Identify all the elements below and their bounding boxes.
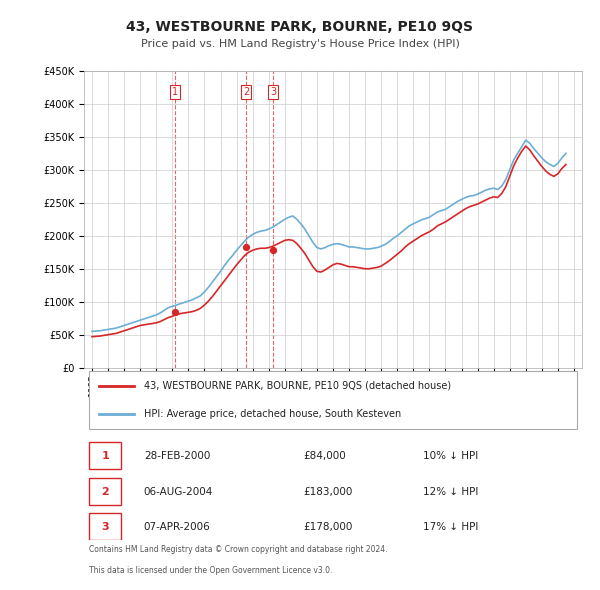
Text: 1: 1 bbox=[101, 451, 109, 461]
Text: 06-AUG-2004: 06-AUG-2004 bbox=[144, 487, 213, 497]
FancyBboxPatch shape bbox=[89, 442, 121, 469]
Text: This data is licensed under the Open Government Licence v3.0.: This data is licensed under the Open Gov… bbox=[89, 566, 332, 575]
FancyBboxPatch shape bbox=[89, 478, 121, 505]
Text: 2: 2 bbox=[101, 487, 109, 497]
Text: 07-APR-2006: 07-APR-2006 bbox=[144, 523, 211, 532]
Text: 28-FEB-2000: 28-FEB-2000 bbox=[144, 451, 210, 461]
Text: 17% ↓ HPI: 17% ↓ HPI bbox=[422, 523, 478, 532]
Text: 43, WESTBOURNE PARK, BOURNE, PE10 9QS: 43, WESTBOURNE PARK, BOURNE, PE10 9QS bbox=[127, 19, 473, 34]
FancyBboxPatch shape bbox=[89, 513, 121, 540]
Text: 12% ↓ HPI: 12% ↓ HPI bbox=[422, 487, 478, 497]
Text: £183,000: £183,000 bbox=[303, 487, 352, 497]
Text: 1: 1 bbox=[172, 87, 178, 97]
Point bbox=[170, 307, 180, 317]
Text: 43, WESTBOURNE PARK, BOURNE, PE10 9QS (detached house): 43, WESTBOURNE PARK, BOURNE, PE10 9QS (d… bbox=[144, 381, 451, 391]
FancyBboxPatch shape bbox=[89, 371, 577, 429]
Text: 2: 2 bbox=[243, 87, 250, 97]
Text: 3: 3 bbox=[101, 523, 109, 532]
Text: Contains HM Land Registry data © Crown copyright and database right 2024.: Contains HM Land Registry data © Crown c… bbox=[89, 545, 388, 555]
Text: 10% ↓ HPI: 10% ↓ HPI bbox=[422, 451, 478, 461]
Point bbox=[241, 242, 251, 252]
Text: HPI: Average price, detached house, South Kesteven: HPI: Average price, detached house, Sout… bbox=[144, 409, 401, 419]
Text: Price paid vs. HM Land Registry's House Price Index (HPI): Price paid vs. HM Land Registry's House … bbox=[140, 40, 460, 49]
Point bbox=[268, 245, 278, 255]
Text: 3: 3 bbox=[270, 87, 276, 97]
Text: £84,000: £84,000 bbox=[303, 451, 346, 461]
Text: £178,000: £178,000 bbox=[303, 523, 352, 532]
